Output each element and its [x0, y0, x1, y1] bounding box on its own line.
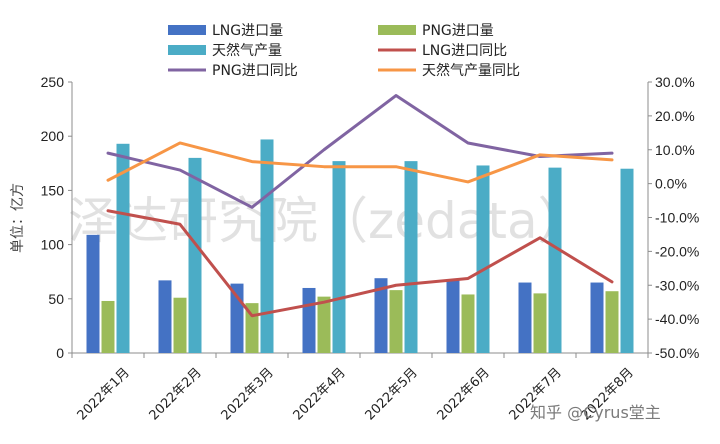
x-tick-label: 2022年6月 — [435, 365, 493, 423]
y-axis-label: 单位：亿方 — [10, 183, 26, 253]
legend-label: LNG进口同比 — [422, 43, 507, 59]
y2-tick-label: 10.0% — [655, 142, 695, 158]
y-tick-label: 50 — [48, 291, 64, 307]
series-line — [106, 141, 614, 184]
x-tick-label: 2022年2月 — [147, 365, 205, 423]
y2-tick-label: -40.0% — [655, 311, 699, 327]
bar — [158, 280, 172, 353]
bar — [302, 287, 316, 353]
series-line — [106, 94, 614, 209]
bar — [332, 161, 346, 353]
bar — [173, 297, 187, 353]
bar — [317, 296, 331, 353]
credit-text: 知乎 @Cyrus堂主 — [530, 403, 661, 422]
bar — [188, 157, 202, 353]
bar — [476, 165, 490, 353]
y2-tick-label: -10.0% — [655, 210, 699, 226]
bar — [260, 139, 274, 353]
bar — [548, 167, 562, 353]
bar — [605, 291, 619, 353]
x-tick-label: 2022年3月 — [219, 365, 277, 423]
x-tick-label: 2022年4月 — [291, 365, 349, 423]
legend-label: PNG进口量 — [422, 23, 494, 39]
y2-tick-label: -30.0% — [655, 277, 699, 293]
bar — [116, 143, 130, 353]
bar — [374, 278, 388, 353]
legend-label: LNG进口量 — [212, 23, 283, 39]
watermark-text: 泽达研究院（zedata） — [68, 192, 588, 250]
y2-tick-label: -50.0% — [655, 345, 699, 361]
x-tick-label: 2022年5月 — [363, 365, 421, 423]
series-line — [106, 209, 614, 318]
y-tick-label: 100 — [41, 237, 65, 253]
y-tick-label: 0 — [56, 345, 64, 361]
bar — [86, 234, 100, 353]
y2-tick-label: 20.0% — [655, 108, 695, 124]
bar — [404, 161, 418, 353]
legend-swatch — [378, 25, 416, 35]
bar — [620, 168, 634, 353]
x-tick-label: 2022年1月 — [75, 365, 133, 423]
bar — [590, 282, 604, 353]
bar — [461, 294, 475, 353]
bar — [230, 283, 244, 353]
bar — [389, 290, 403, 353]
bar — [446, 280, 460, 353]
bar — [518, 282, 532, 353]
legend-label: 天然气产量 — [212, 42, 282, 59]
legend-label: PNG进口同比 — [212, 63, 298, 79]
legend-swatch — [168, 45, 206, 55]
y2-tick-label: 30.0% — [655, 74, 695, 90]
legend-label: 天然气产量同比 — [422, 62, 520, 79]
y-tick-label: 250 — [41, 74, 65, 90]
legend-swatch — [168, 25, 206, 35]
bar — [101, 300, 115, 353]
y-tick-label: 150 — [41, 182, 65, 198]
y2-tick-label: 0.0% — [655, 176, 687, 192]
bar — [533, 293, 547, 353]
y-tick-label: 200 — [41, 128, 65, 144]
y2-tick-label: -20.0% — [655, 243, 699, 259]
